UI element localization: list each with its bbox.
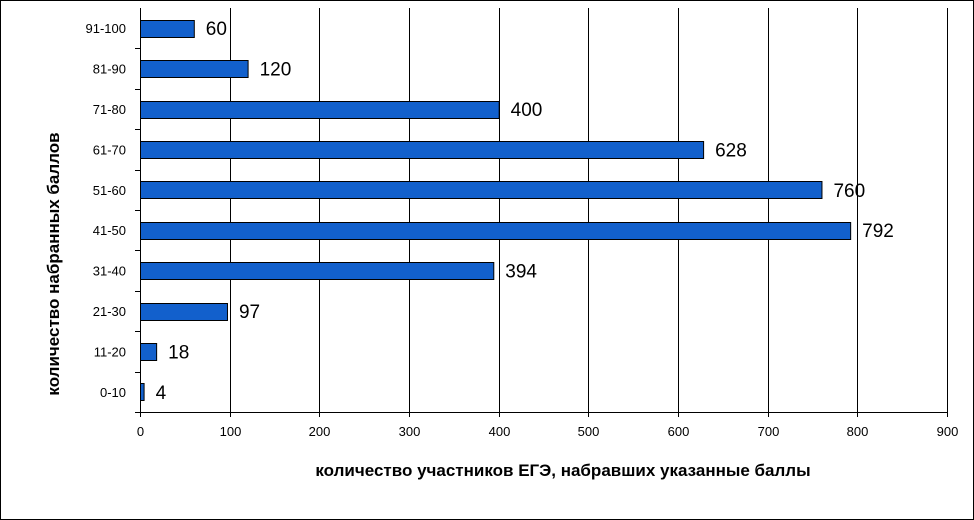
y-category-label: 81-90 [93, 62, 126, 77]
x-tick-label: 600 [668, 424, 690, 439]
bar [140, 101, 500, 119]
bar [140, 141, 705, 159]
x-tick-label: 900 [937, 424, 959, 439]
label-layer: 0 100 200 300 400 500 600 700 800 900 0-10 4 11-20 18… [86, 19, 959, 439]
bar [140, 222, 852, 240]
bar-value-label: 628 [715, 140, 747, 161]
bar-value-label: 792 [862, 221, 894, 242]
bar-layer [140, 20, 852, 401]
x-tick-label: 500 [578, 424, 600, 439]
bar [140, 383, 145, 401]
y-category-label: 61-70 [93, 142, 126, 157]
bar [140, 181, 823, 199]
bar [140, 303, 228, 321]
x-tick-label: 400 [489, 424, 511, 439]
x-tick-label: 200 [309, 424, 331, 439]
x-tick-label: 700 [758, 424, 780, 439]
y-category-label: 21-30 [93, 304, 126, 319]
y-category-label: 41-50 [93, 223, 126, 238]
y-category-label: 51-60 [93, 183, 126, 198]
bar-value-label: 60 [206, 19, 227, 40]
bar-value-label: 394 [505, 262, 537, 283]
y-category-label: 31-40 [93, 264, 126, 279]
y-category-label: 91-100 [86, 21, 126, 36]
y-category-label: 71-80 [93, 102, 126, 117]
y-category-label: 0-10 [100, 385, 126, 400]
bar [140, 262, 495, 280]
y-category-label: 11-20 [94, 344, 126, 359]
bar-value-label: 400 [511, 100, 543, 121]
bar [140, 60, 249, 78]
x-axis-title: количество участников ЕГЭ, набравших ука… [315, 461, 810, 480]
bar-value-label: 18 [168, 342, 189, 363]
x-tick-label: 800 [847, 424, 869, 439]
bar [140, 343, 158, 361]
grid-layer [135, 8, 948, 417]
x-tick-label: 0 [137, 424, 144, 439]
bar-value-label: 97 [239, 302, 260, 323]
y-axis-title: количество набранных баллов [44, 132, 63, 395]
bar-value-label: 120 [260, 60, 292, 81]
bar-value-label: 4 [156, 383, 167, 404]
x-tick-label: 100 [220, 424, 242, 439]
bar [140, 20, 195, 38]
bar-value-label: 760 [833, 181, 865, 202]
x-tick-label: 300 [399, 424, 421, 439]
